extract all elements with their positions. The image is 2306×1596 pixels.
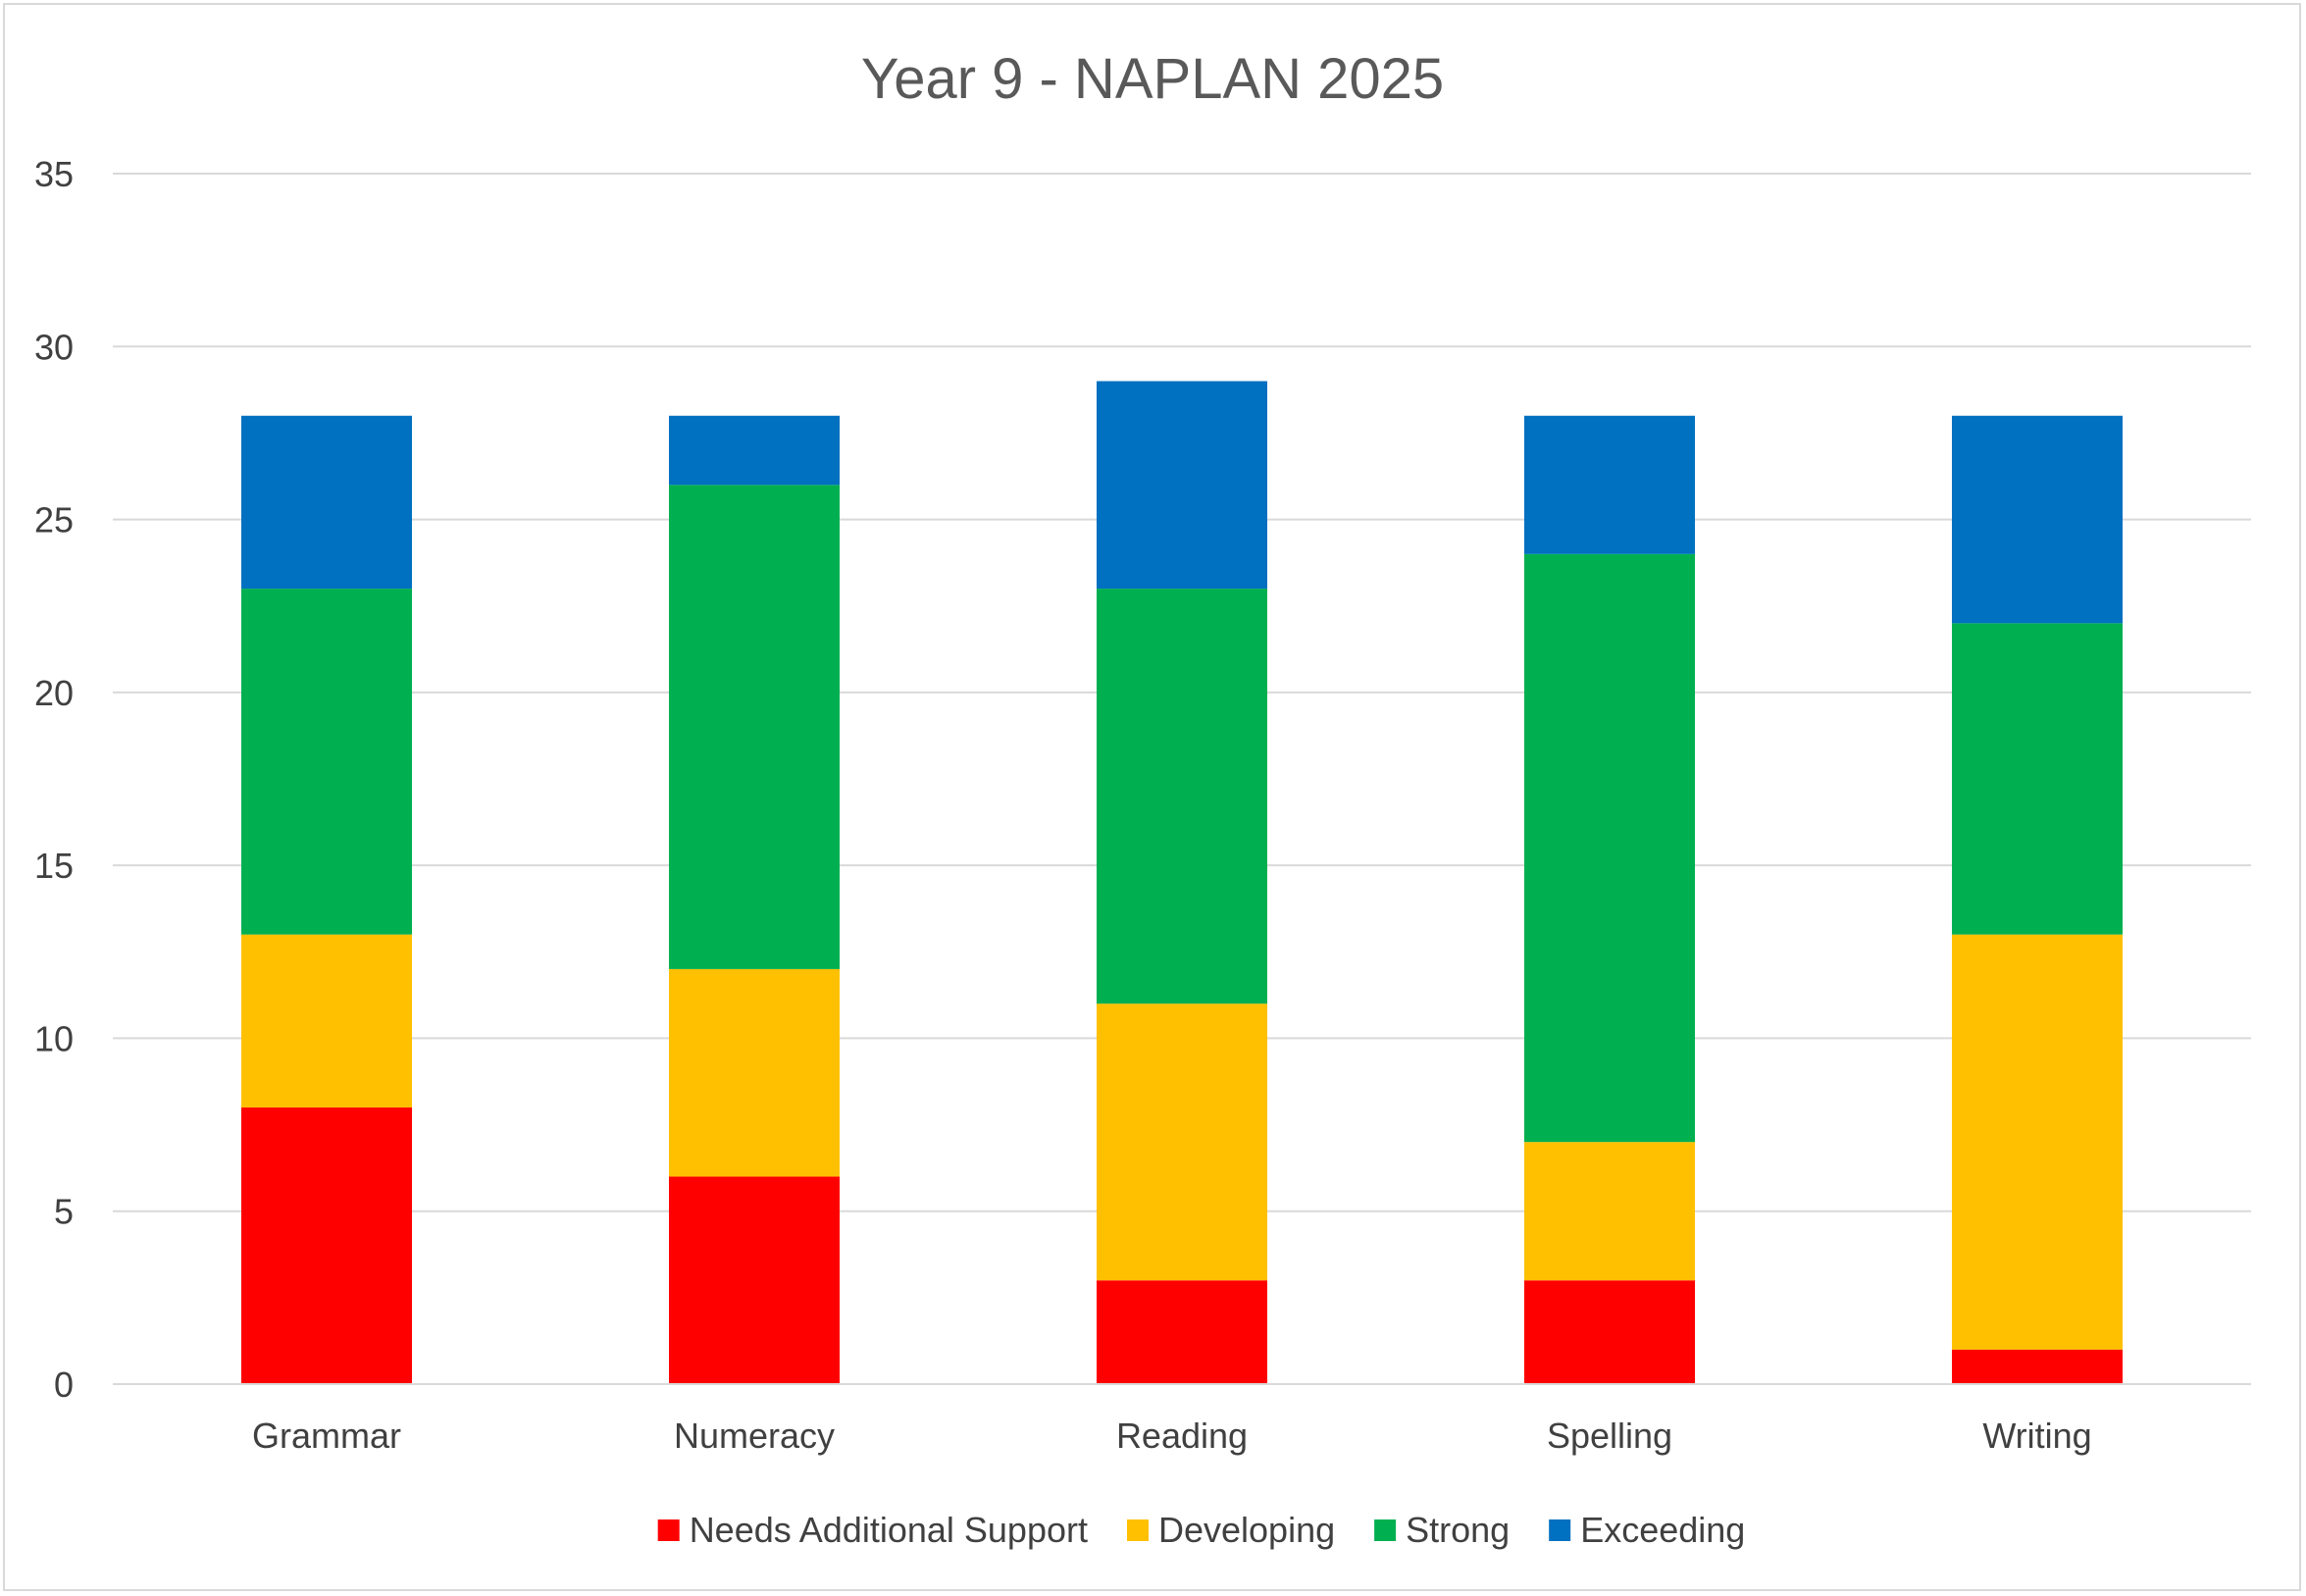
bar-segment-exceeding-writing: [1952, 415, 2123, 624]
legend: Needs Additional Support Developing Strong…: [657, 1510, 1745, 1550]
bar-segment-needs-additional-support-writing: [1952, 1349, 2123, 1384]
x-category-label: Spelling: [1547, 1416, 1672, 1456]
x-category-label: Numeracy: [674, 1416, 835, 1456]
bar-segment-developing-numeracy: [669, 968, 840, 1177]
chart-frame: Year 9 - NAPLAN 2025 0 5 10 15 20 25 30 35 Gram…: [3, 3, 2301, 1591]
bar-segment-needs-additional-support-reading: [1097, 1280, 1267, 1384]
bars: [241, 381, 2123, 1384]
bar-segment-strong-writing: [1952, 623, 2123, 935]
y-tick-label: 20: [34, 673, 74, 713]
y-tick-label: 35: [34, 154, 74, 194]
x-category-label: Grammar: [252, 1416, 401, 1456]
y-tick-label: 0: [54, 1364, 74, 1405]
legend-label: Exceeding: [1580, 1510, 1745, 1550]
y-tick-label: 10: [34, 1018, 74, 1058]
y-tick-label: 30: [34, 327, 74, 367]
bar-segment-exceeding-numeracy: [669, 415, 840, 486]
y-axis-tick-labels: 0 5 10 15 20 25 30 35: [34, 154, 74, 1405]
legend-label: Strong: [1406, 1510, 1510, 1550]
chart-title: Year 9 - NAPLAN 2025: [861, 47, 1444, 111]
bar-segment-developing-spelling: [1524, 1142, 1695, 1281]
legend-swatch-exceeding: [1549, 1519, 1571, 1541]
bar-segment-exceeding-grammar: [241, 415, 412, 590]
bar-segment-developing-grammar: [241, 934, 412, 1107]
bar-segment-strong-numeracy: [669, 485, 840, 969]
bar-segment-strong-reading: [1097, 589, 1267, 1004]
legend-label: Developing: [1158, 1510, 1335, 1550]
bar-segment-developing-writing: [1952, 934, 2123, 1350]
y-tick-label: 15: [34, 846, 74, 886]
bar-segment-exceeding-reading: [1097, 381, 1267, 590]
bar-segment-strong-grammar: [241, 589, 412, 935]
legend-label: Needs Additional Support: [690, 1510, 1088, 1550]
bar-segment-exceeding-spelling: [1524, 415, 1695, 554]
x-axis-category-labels: Grammar Numeracy Reading Spelling Writing: [252, 1416, 2092, 1456]
bar-segment-needs-additional-support-numeracy: [669, 1176, 840, 1384]
y-tick-label: 5: [54, 1192, 74, 1232]
y-tick-label: 25: [34, 500, 74, 541]
bar-segment-strong-spelling: [1524, 553, 1695, 1143]
bar-segment-needs-additional-support-spelling: [1524, 1280, 1695, 1384]
bar-segment-needs-additional-support-grammar: [241, 1107, 412, 1384]
legend-swatch-needs-additional-support: [657, 1519, 680, 1541]
x-category-label: Writing: [1982, 1416, 2091, 1456]
legend-swatch-strong: [1374, 1519, 1397, 1541]
stacked-bar-chart: Year 9 - NAPLAN 2025 0 5 10 15 20 25 30 35 Gram…: [34, 47, 2251, 1550]
x-category-label: Reading: [1116, 1416, 1248, 1456]
legend-swatch-developing: [1126, 1519, 1149, 1541]
bar-segment-developing-reading: [1097, 1004, 1267, 1281]
